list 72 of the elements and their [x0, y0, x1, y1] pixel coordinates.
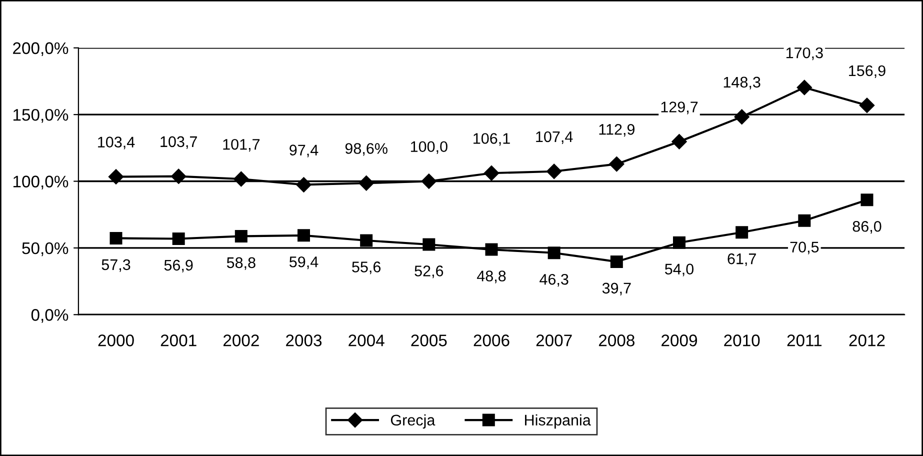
point — [736, 226, 748, 239]
point — [610, 255, 623, 268]
y-tick-label: 0,0% — [31, 309, 68, 323]
point — [859, 98, 875, 113]
y-tick-label: 200,0% — [13, 42, 68, 56]
data-label: 97,4 — [290, 144, 318, 158]
point — [609, 156, 624, 172]
x-tick-label: 2001 — [160, 334, 196, 346]
point — [672, 236, 686, 249]
data-label: 46,3 — [540, 274, 568, 287]
point — [172, 232, 185, 245]
point — [298, 229, 310, 242]
x-tick-label: 2007 — [536, 334, 572, 346]
data-label: 55,6 — [352, 262, 381, 274]
point — [360, 234, 373, 247]
data-label: 101,7 — [223, 138, 260, 152]
data-label: 48,8 — [476, 270, 506, 284]
point — [798, 214, 811, 227]
legend-label: Grecja — [390, 414, 436, 429]
data-label: 103,4 — [98, 136, 135, 150]
legend-label: Hiszpania — [525, 414, 591, 429]
data-label: 59,4 — [289, 256, 318, 270]
x-tick-label: 2002 — [223, 334, 259, 346]
data-label: 98,6% — [345, 143, 388, 156]
point — [546, 164, 562, 179]
x-tick-label: 2003 — [286, 334, 322, 346]
point — [860, 194, 874, 206]
x-tick-label: 2005 — [411, 334, 447, 346]
x-tick-label: 2000 — [98, 334, 134, 346]
data-label: 39,7 — [602, 282, 631, 296]
point — [171, 168, 186, 184]
y-tick-label: 150,0% — [13, 108, 68, 123]
data-label: 54,0 — [664, 264, 694, 276]
data-label: 86,0 — [852, 220, 882, 234]
point — [108, 169, 124, 184]
data-label: 103,7 — [160, 136, 197, 149]
x-tick-label: 2010 — [724, 334, 760, 346]
data-label: 106,1 — [474, 133, 510, 146]
data-label: 170,3 — [786, 47, 823, 60]
point — [734, 109, 750, 124]
data-label: 70,5 — [790, 242, 819, 254]
data-label: 56,9 — [164, 260, 193, 272]
y-tick-label: 100,0% — [13, 176, 68, 190]
point — [234, 171, 249, 187]
x-tick-label: 2012 — [849, 334, 885, 346]
point — [110, 232, 122, 244]
point — [484, 166, 500, 181]
data-label: 107,4 — [536, 131, 573, 144]
x-tick-label: 2009 — [662, 334, 697, 346]
point — [296, 177, 312, 192]
data-label: 129,7 — [661, 102, 698, 114]
point — [796, 80, 812, 96]
point — [234, 230, 248, 242]
data-label: 112,9 — [599, 124, 634, 137]
data-label: 156,9 — [849, 65, 886, 78]
point — [421, 174, 436, 189]
data-label: 148,3 — [724, 76, 760, 90]
data-label: 52,6 — [414, 266, 444, 278]
x-tick-label: 2004 — [348, 334, 384, 346]
x-tick-label: 2011 — [787, 334, 822, 346]
x-tick-label: 2006 — [474, 334, 510, 346]
data-label: 61,7 — [728, 253, 756, 266]
point — [358, 176, 374, 191]
y-tick-label: 50,0% — [22, 242, 68, 256]
point — [485, 243, 498, 256]
data-label: 100,0 — [410, 141, 448, 154]
data-label: 57,3 — [102, 259, 130, 272]
point — [548, 246, 560, 260]
point — [672, 134, 687, 150]
point — [422, 238, 436, 251]
data-label: 58,8 — [226, 257, 256, 270]
x-tick-label: 2008 — [598, 334, 634, 346]
